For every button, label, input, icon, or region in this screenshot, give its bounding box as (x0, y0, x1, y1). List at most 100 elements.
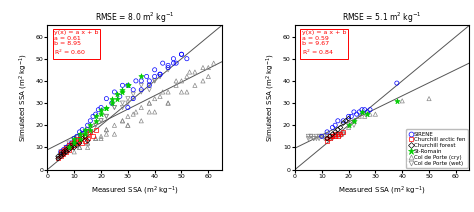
Point (68, 146, 75, 149)
Point (146, 101, 153, 105)
Point (164, 101, 172, 105)
Point (124, 124, 132, 127)
Y-axis label: Simulated SSA (m$^2$ kg$^{-1}$): Simulated SSA (m$^2$ kg$^{-1}$) (18, 53, 30, 142)
Point (315, 135, 323, 138)
Point (118, 90, 126, 94)
Point (92, 115, 100, 118)
Point (151, 79, 158, 83)
Point (60, 150, 67, 153)
Point (334, 135, 342, 138)
Point (358, 108, 366, 112)
Point (65, 146, 73, 149)
Point (334, 135, 342, 138)
Point (186, 70, 193, 74)
Point (92, 112, 100, 116)
Point (356, 110, 363, 114)
Point (178, 90, 185, 94)
Point (318, 135, 326, 138)
Point (71, 139, 78, 142)
Point (84, 141, 91, 145)
Point (81, 130, 89, 134)
Point (151, 75, 158, 78)
Point (151, 97, 158, 100)
Point (143, 75, 150, 78)
Point (350, 119, 358, 123)
Point (164, 68, 172, 71)
Point (65, 141, 73, 145)
Point (87, 130, 94, 134)
Point (350, 119, 358, 123)
Point (334, 119, 342, 123)
Point (337, 132, 344, 136)
Point (159, 61, 166, 65)
Point (55, 157, 62, 160)
Point (89, 135, 97, 138)
Point (118, 119, 126, 123)
Point (345, 117, 352, 120)
Point (63, 148, 70, 151)
Point (173, 79, 180, 83)
Point (84, 146, 91, 149)
Point (170, 61, 177, 65)
Point (399, 99, 406, 103)
Point (337, 135, 344, 138)
Point (60, 152, 67, 156)
Point (331, 135, 339, 138)
Point (79, 141, 86, 145)
Point (124, 84, 132, 87)
Point (71, 141, 78, 145)
Point (63, 148, 70, 151)
Point (87, 124, 94, 127)
Point (353, 112, 360, 116)
Point (65, 148, 73, 151)
Point (318, 135, 326, 138)
Point (65, 144, 73, 147)
Point (347, 115, 355, 118)
Point (71, 144, 78, 147)
Point (339, 132, 347, 136)
Point (129, 92, 137, 96)
Point (342, 119, 350, 123)
Point (326, 135, 334, 138)
Point (124, 97, 132, 100)
Point (323, 137, 331, 140)
Point (366, 108, 374, 112)
Point (164, 90, 172, 94)
Point (102, 97, 110, 100)
Point (137, 79, 145, 83)
Point (102, 128, 110, 131)
Point (81, 135, 89, 138)
Point (393, 99, 401, 103)
Point (92, 124, 100, 127)
Point (76, 137, 83, 140)
Point (118, 84, 126, 87)
Point (79, 137, 86, 140)
Point (323, 130, 331, 134)
Point (328, 137, 336, 140)
Point (345, 115, 352, 118)
Point (129, 97, 137, 100)
Point (334, 132, 342, 136)
Point (156, 75, 164, 78)
Point (102, 128, 110, 131)
Point (339, 130, 347, 134)
Point (76, 141, 83, 145)
Point (364, 110, 371, 114)
Point (71, 141, 78, 145)
Point (320, 135, 328, 138)
Point (350, 124, 358, 127)
Point (76, 146, 83, 149)
Point (71, 141, 78, 145)
Point (116, 95, 124, 98)
Legend: SIRENE, Churchill arctic fen, Churchill forest, St-Romain, Col de Porte (cry), C: SIRENE, Churchill arctic fen, Churchill … (406, 129, 467, 168)
Point (63, 150, 70, 153)
Point (97, 106, 105, 109)
Point (331, 124, 339, 127)
Point (146, 110, 153, 114)
Point (71, 150, 78, 153)
Point (312, 135, 320, 138)
Point (68, 141, 75, 145)
Point (345, 124, 352, 127)
Point (97, 119, 105, 123)
Point (151, 68, 158, 71)
